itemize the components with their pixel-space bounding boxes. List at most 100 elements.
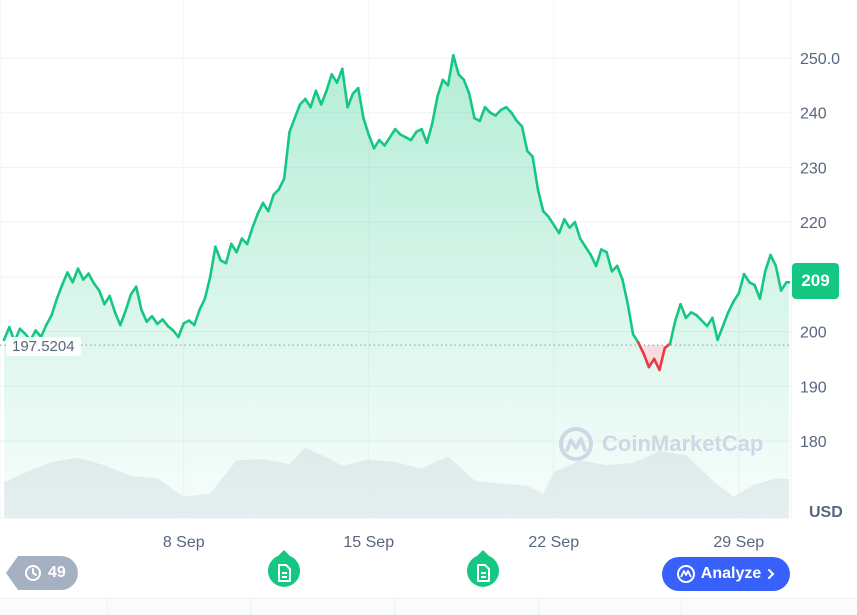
price-line-segment	[578, 237, 587, 249]
price-line-segment	[39, 323, 48, 339]
price-line-segment	[367, 133, 376, 150]
price-line-segment	[372, 138, 381, 150]
price-line-segment	[362, 116, 371, 136]
price-line-segment	[584, 245, 593, 257]
price-line-segment	[119, 309, 127, 327]
price-area-fill	[4, 55, 789, 518]
price-line-segment	[636, 341, 645, 355]
price-line-segment	[605, 250, 614, 273]
price-line-segment	[552, 223, 561, 235]
price-line-segment	[642, 352, 651, 369]
price-line-segment	[742, 272, 751, 284]
price-line-segment	[319, 89, 328, 106]
price-line-segment	[124, 293, 133, 313]
price-line-segment	[462, 78, 471, 95]
price-line-segment	[626, 302, 635, 336]
y-axis: 250.0240230220210200190180	[800, 51, 840, 451]
news-marker-2[interactable]	[465, 550, 501, 596]
analyze-button[interactable]: Analyze	[662, 557, 790, 591]
price-line-segment	[557, 218, 566, 235]
bottom-toolbar-strip	[0, 598, 857, 615]
price-line-segment	[55, 283, 64, 301]
y-tick-label: 230	[800, 160, 827, 177]
y-axis-unit: USD	[809, 504, 843, 521]
price-line-segment	[430, 95, 439, 125]
price-line-segment	[193, 308, 201, 327]
price-line-segment	[140, 308, 148, 324]
price-line-segment	[562, 218, 571, 229]
price-line-segment	[235, 237, 244, 254]
price-line-segment	[510, 111, 519, 123]
price-line-segment	[309, 89, 318, 109]
price-line-segment	[266, 193, 275, 213]
y-tick-label: 240	[800, 106, 827, 123]
price-line-segment	[113, 311, 122, 327]
x-tick-label: 22 Sep	[528, 534, 579, 551]
price-line-segment	[92, 282, 101, 292]
price-line-segment	[251, 212, 260, 229]
price-line-segment	[536, 188, 545, 213]
price-line-segment	[451, 53, 460, 76]
price-line-segment	[594, 248, 603, 268]
price-line-segment	[66, 271, 74, 284]
y-tick-label: 180	[800, 434, 827, 451]
news-marker-1[interactable]	[266, 550, 302, 596]
price-line-segment	[256, 201, 265, 216]
x-tick-label: 8 Sep	[163, 534, 205, 551]
price-line-segment	[356, 86, 365, 120]
price-line-segment	[589, 253, 598, 268]
price-line-segment	[288, 116, 297, 134]
analyze-logo-icon	[676, 565, 695, 583]
price-line-segment	[203, 275, 212, 301]
baseline-price-label: 197.5204	[6, 337, 81, 356]
history-clock-icon	[25, 565, 41, 581]
price-line-segment	[245, 226, 254, 246]
price-line-segment	[314, 89, 323, 106]
price-line-segment	[44, 313, 53, 327]
x-tick-label: 15 Sep	[343, 534, 394, 551]
price-line-segment	[467, 92, 476, 120]
price-line-segment	[478, 105, 487, 123]
price-line-segment	[658, 346, 667, 372]
price-line-segment	[679, 302, 688, 320]
price-line-segment	[531, 155, 540, 191]
y-tick-label: 220	[800, 215, 827, 232]
price-line-segment	[76, 267, 85, 281]
price-line-segment	[383, 136, 392, 147]
price-line-segment	[732, 291, 741, 303]
price-line-segment	[631, 332, 640, 344]
price-line-segment	[420, 127, 429, 145]
price-line-segment	[282, 130, 291, 180]
y-tick-label: 250.0	[800, 51, 840, 68]
price-line-segment	[436, 78, 445, 98]
y-tick-label: 190	[800, 379, 827, 396]
price-line-segment	[177, 322, 185, 339]
coinmarketcap-watermark: CoinMarketCap	[558, 426, 763, 462]
price-line-segment	[97, 289, 106, 306]
price-line-segment	[711, 316, 719, 342]
price-line-segment	[621, 278, 630, 306]
price-line-segment	[446, 53, 455, 87]
price-line-segment	[774, 264, 783, 292]
history-button[interactable]: 49	[6, 556, 78, 590]
price-line-segment	[230, 242, 238, 254]
chevron-right-icon	[768, 569, 775, 579]
current-price-badge: 209	[792, 263, 839, 299]
price-line-segment	[108, 294, 117, 314]
price-line-segment	[737, 272, 746, 295]
price-line-segment	[716, 324, 725, 342]
watermark-text: CoinMarketCap	[602, 431, 764, 456]
price-line-segment	[330, 73, 339, 84]
price-line-segment	[647, 357, 656, 369]
x-tick-label: 29 Sep	[713, 534, 764, 551]
x-axis: 8 Sep 15 Sep 22 Sep 29 Sep	[163, 534, 764, 551]
price-line-segment	[668, 319, 677, 345]
price-dip-fill	[648, 345, 655, 368]
price-line-segment	[409, 130, 418, 142]
price-line-segment	[50, 297, 59, 317]
price-line-segment	[87, 272, 96, 285]
history-count: 49	[48, 564, 66, 581]
document-icon	[477, 564, 490, 582]
y-tick-label: 200	[800, 325, 827, 342]
